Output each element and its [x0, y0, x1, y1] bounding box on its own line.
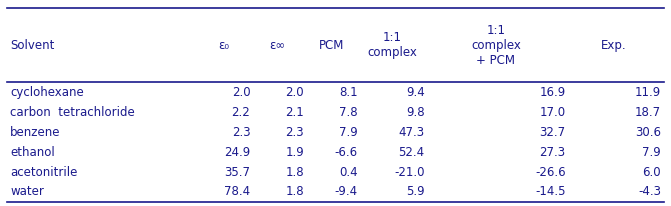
- Text: 52.4: 52.4: [399, 146, 425, 159]
- Text: 5.9: 5.9: [406, 185, 425, 198]
- Text: 2.3: 2.3: [231, 126, 250, 139]
- Text: -6.6: -6.6: [335, 146, 358, 159]
- Text: -21.0: -21.0: [395, 165, 425, 179]
- Text: 1.8: 1.8: [285, 165, 304, 179]
- Text: 1.9: 1.9: [285, 146, 304, 159]
- Text: 1.8: 1.8: [285, 185, 304, 198]
- Text: 2.1: 2.1: [285, 106, 304, 119]
- Text: 2.0: 2.0: [285, 86, 304, 99]
- Text: 2.3: 2.3: [285, 126, 304, 139]
- Text: 17.0: 17.0: [539, 106, 566, 119]
- Text: 47.3: 47.3: [399, 126, 425, 139]
- Text: 11.9: 11.9: [635, 86, 661, 99]
- Text: 2.2: 2.2: [231, 106, 250, 119]
- Text: benzene: benzene: [10, 126, 60, 139]
- Text: 6.0: 6.0: [642, 165, 661, 179]
- Text: 8.1: 8.1: [339, 86, 358, 99]
- Text: Exp.: Exp.: [601, 39, 627, 52]
- Text: 16.9: 16.9: [539, 86, 566, 99]
- Text: carbon  tetrachloride: carbon tetrachloride: [10, 106, 135, 119]
- Text: -4.3: -4.3: [638, 185, 661, 198]
- Text: 1:1
complex
+ PCM: 1:1 complex + PCM: [471, 24, 521, 67]
- Text: 2.0: 2.0: [231, 86, 250, 99]
- Text: 1:1
complex: 1:1 complex: [367, 31, 417, 59]
- Text: Solvent: Solvent: [10, 39, 54, 52]
- Text: 0.4: 0.4: [339, 165, 358, 179]
- Text: 78.4: 78.4: [224, 185, 250, 198]
- Text: ε₀: ε₀: [219, 39, 229, 52]
- Text: acetonitrile: acetonitrile: [10, 165, 77, 179]
- Text: 7.9: 7.9: [642, 146, 661, 159]
- Text: cyclohexane: cyclohexane: [10, 86, 84, 99]
- Text: ethanol: ethanol: [10, 146, 55, 159]
- Text: 18.7: 18.7: [635, 106, 661, 119]
- Text: 7.8: 7.8: [339, 106, 358, 119]
- Text: 7.9: 7.9: [339, 126, 358, 139]
- Text: 32.7: 32.7: [539, 126, 566, 139]
- Text: 9.8: 9.8: [406, 106, 425, 119]
- Text: ε∞: ε∞: [270, 39, 286, 52]
- Text: 24.9: 24.9: [224, 146, 250, 159]
- Text: 35.7: 35.7: [224, 165, 250, 179]
- Text: 27.3: 27.3: [539, 146, 566, 159]
- Text: 30.6: 30.6: [635, 126, 661, 139]
- Text: 9.4: 9.4: [406, 86, 425, 99]
- Text: -26.6: -26.6: [535, 165, 566, 179]
- Text: -14.5: -14.5: [535, 185, 566, 198]
- Text: PCM: PCM: [319, 39, 344, 52]
- Text: water: water: [10, 185, 44, 198]
- Text: -9.4: -9.4: [335, 185, 358, 198]
